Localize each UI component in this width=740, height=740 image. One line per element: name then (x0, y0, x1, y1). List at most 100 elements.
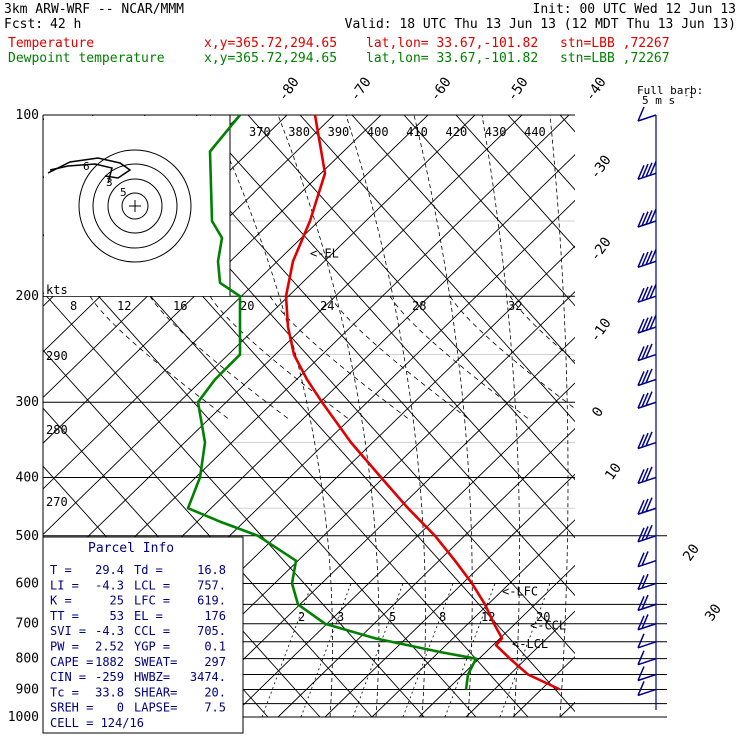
isotherm-tick-label: -40 (582, 74, 610, 104)
wind-barb-flag (649, 284, 657, 299)
init-time: Init: 00 UTC Wed 12 Jun 13 (532, 2, 737, 17)
wind-barb-flag (645, 285, 653, 300)
hodograph-ring-label: 8 (70, 299, 77, 313)
hodograph-small-label: 6 (83, 160, 90, 173)
forecast-hour: 42 h (50, 17, 82, 32)
wind-barb-shaft (637, 603, 657, 612)
wind-barb-flag (637, 434, 645, 449)
hodograph-ring-arc (149, 295, 291, 421)
parcel-param-value: 619. (197, 594, 226, 608)
wind-panel-title: Full barb: (637, 84, 703, 97)
moist-adiabat-line (481, 115, 520, 718)
parcel-param-value: 757. (197, 578, 226, 592)
parcel-param-key: CCL = (134, 624, 170, 638)
wind-barb-flag (641, 498, 649, 514)
theta-e-label: 410 (406, 125, 428, 139)
isotherm-tick-label: -20 (587, 234, 615, 264)
wind-barb-flag (637, 596, 645, 611)
parcel-param-value: 705. (197, 624, 226, 638)
dry-adiabat-line (195, 115, 575, 539)
parcel-param-key: LI = (50, 578, 79, 592)
wind-barb-shaft (637, 401, 657, 409)
wind-barb-shaft (637, 623, 657, 631)
wind-barb-flag (641, 432, 649, 448)
dry-adiabat-line (43, 233, 477, 718)
legend-temperature-stn: stn=LBB ,72267 (560, 36, 670, 51)
isotherm-line (607, 115, 740, 717)
wind-barb-flag (637, 666, 645, 681)
parcel-param-value: 29.4 (95, 563, 124, 577)
parcel-info-backdrop (42, 536, 244, 734)
wind-barb-flag (637, 552, 645, 567)
legend-temperature-xy: x,y=365.72,294.65 (204, 36, 338, 51)
parcel-param-value: 3474. (190, 670, 226, 684)
wind-barb (637, 208, 657, 228)
wind-barb-flag (645, 431, 653, 447)
parcel-param-key: SREH = (50, 701, 93, 715)
mixing-ratio-line (300, 583, 352, 718)
wind-barb (637, 497, 657, 515)
level-annotation: <-LFC (502, 585, 538, 599)
wind-barb-panel: Full barb:5 m s -1 (637, 84, 703, 710)
wind-barb (637, 681, 657, 697)
isotherm-line (43, 115, 382, 444)
wind-barb-flag (637, 346, 645, 361)
wind-barb-flag (637, 393, 645, 409)
wind-barb-flag (649, 161, 657, 176)
level-annotation: <-EL (310, 247, 339, 261)
pressure-tick-label: 400 (16, 470, 39, 485)
parcel-param-key: SWEAT= (134, 655, 177, 669)
hodograph-ring-arc (209, 295, 351, 421)
hodograph-ring-arc (449, 295, 575, 410)
isotherm-tick-label: -80 (275, 74, 303, 104)
hodograph-small-label: 3 (106, 176, 113, 189)
wind-barb (637, 368, 657, 387)
parcel-param-value: 25 (110, 594, 124, 608)
dry-adiabat-line (351, 115, 575, 365)
mixing-ratio-label: 8 (439, 610, 446, 624)
parcel-cell-value: CELL = 124/16 (50, 716, 144, 730)
wind-barb-flag (637, 371, 645, 386)
isotherm-line (43, 115, 523, 581)
hodograph-circle (92, 163, 178, 249)
wind-barb-flag (645, 210, 653, 225)
parcel-info-title: Parcel Info (88, 541, 174, 556)
wind-panel-unit-superscript: -1 (684, 91, 694, 100)
wind-barb-flag (649, 249, 657, 264)
wind-barb-flag (645, 343, 653, 359)
wind-barb-flag (645, 466, 653, 482)
wind-barb-flag (637, 165, 645, 180)
wind-barb (637, 284, 657, 303)
wind-barb-flag (637, 287, 645, 303)
hodograph-units-label: kts (46, 283, 68, 297)
wind-barb-shaft (637, 326, 657, 334)
isotherm-tick-label: -60 (427, 74, 455, 104)
dry-adiabat-line (716, 115, 740, 717)
wind-barb-flag (641, 573, 649, 589)
hodograph-ring-label: 24 (320, 299, 334, 313)
hodograph-circle (78, 149, 192, 263)
wind-barb-flag (637, 499, 645, 515)
isotherm-tick-label: -10 (587, 315, 615, 345)
isotherm-line (701, 115, 740, 717)
wind-barb-flag (641, 594, 649, 610)
legend-temperature-latlon: lat,lon= 33.67,-101.82 (366, 36, 539, 51)
wind-barb-flag (637, 318, 645, 334)
isotherm-tick-label: 30 (702, 601, 725, 624)
hodograph-trace (49, 163, 113, 184)
hodograph-small-label: 5 (120, 186, 127, 199)
parcel-param-key: CAPE = (50, 655, 93, 669)
moist-adiabat-line (209, 115, 333, 718)
theta-e-label: 440 (524, 125, 546, 139)
parcel-param-value: 33.8 (95, 685, 124, 699)
parcel-param-value: 297 (204, 655, 226, 669)
mixing-ratio-label: 5 (389, 610, 396, 624)
wind-barb-flag (641, 467, 649, 483)
wind-barb-shaft (637, 220, 657, 228)
pressure-tick-label: 300 (16, 395, 39, 410)
parcel-param-value: 176 (204, 609, 226, 623)
parcel-param-value: 0.1 (204, 640, 226, 654)
wind-barb (637, 524, 657, 543)
